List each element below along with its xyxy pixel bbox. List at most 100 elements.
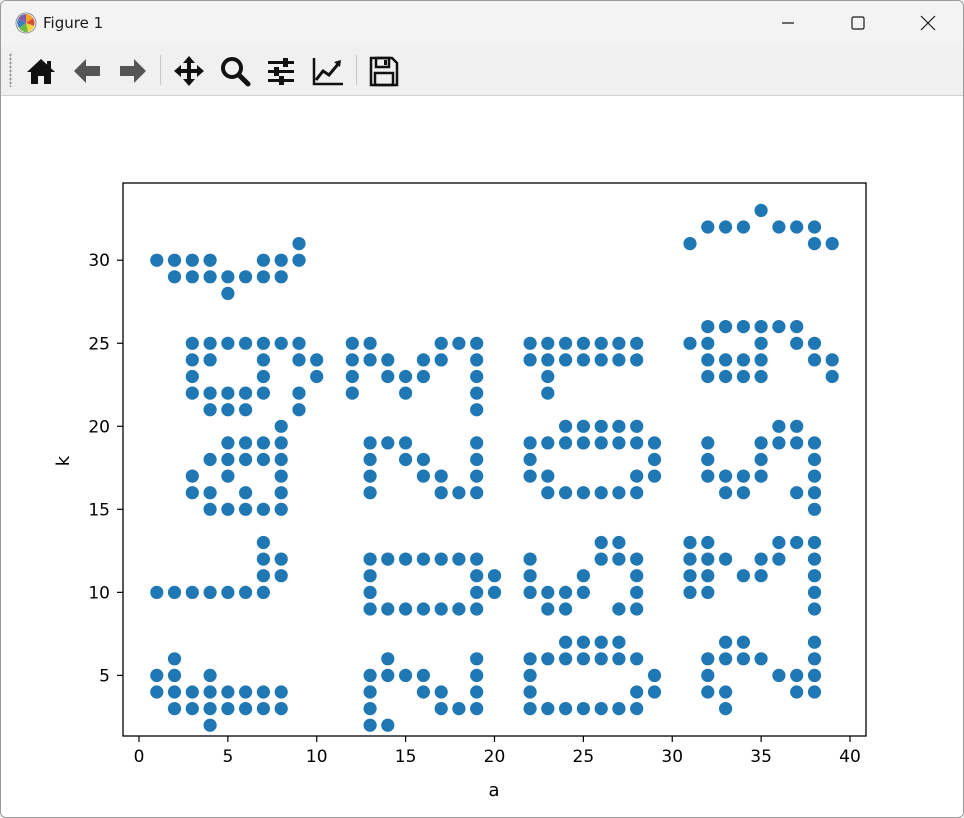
scatter-point bbox=[701, 535, 715, 550]
scatter-point bbox=[807, 469, 822, 483]
scatter-point bbox=[167, 668, 182, 683]
scatter-point bbox=[719, 320, 733, 334]
scatter-point bbox=[736, 353, 751, 367]
scatter-point bbox=[292, 403, 306, 417]
scatter-point bbox=[719, 685, 733, 699]
scatter-point bbox=[576, 585, 591, 599]
scatter-point bbox=[345, 336, 359, 350]
scatter-point bbox=[523, 469, 537, 483]
scatter-point bbox=[630, 602, 644, 616]
scatter-point bbox=[790, 336, 804, 350]
scatter-point bbox=[701, 552, 715, 566]
scatter-point bbox=[754, 452, 768, 467]
scatter-point bbox=[381, 436, 395, 450]
scatter-point bbox=[683, 585, 697, 599]
forward-button[interactable] bbox=[113, 53, 153, 89]
zoom-button[interactable] bbox=[215, 53, 255, 89]
maximize-icon bbox=[851, 16, 865, 30]
scatter-point bbox=[274, 419, 288, 433]
scatter-point bbox=[541, 353, 555, 367]
scatter-point bbox=[807, 353, 822, 367]
scatter-point bbox=[434, 469, 448, 483]
scatter-point bbox=[434, 353, 448, 367]
scatter-point bbox=[185, 585, 199, 599]
maximize-button[interactable] bbox=[823, 1, 893, 45]
scatter-point bbox=[470, 403, 484, 417]
x-tick-label: 10 bbox=[306, 747, 328, 767]
scatter-point bbox=[239, 486, 253, 500]
scatter-point bbox=[630, 336, 644, 350]
scatter-point bbox=[825, 237, 839, 251]
scatter-point bbox=[647, 685, 662, 699]
y-tick-label: 10 bbox=[88, 583, 110, 603]
save-button[interactable] bbox=[363, 53, 403, 89]
scatter-point bbox=[807, 569, 822, 583]
home-button[interactable] bbox=[21, 53, 61, 89]
toolbar-grip[interactable] bbox=[9, 53, 12, 87]
pan-button[interactable] bbox=[169, 53, 209, 89]
scatter-point bbox=[381, 369, 395, 384]
scatter-point bbox=[470, 602, 484, 616]
edit-axis-button[interactable] bbox=[308, 53, 348, 89]
scatter-point bbox=[754, 336, 768, 350]
scatter-point bbox=[470, 336, 484, 350]
scatter-point bbox=[203, 502, 217, 516]
scatter-point bbox=[576, 635, 591, 649]
scatter-point bbox=[434, 602, 448, 616]
close-button[interactable] bbox=[893, 1, 963, 45]
scatter-point bbox=[470, 452, 484, 467]
scatter-point bbox=[363, 336, 377, 350]
scatter-point bbox=[701, 469, 715, 483]
scatter-point bbox=[612, 652, 626, 666]
scatter-point bbox=[239, 585, 253, 599]
scatter-point bbox=[683, 552, 697, 566]
scatter-point bbox=[363, 452, 377, 467]
scatter-point bbox=[683, 336, 697, 350]
scatter-point bbox=[523, 652, 537, 666]
scatter-point bbox=[719, 552, 733, 566]
scatter-point bbox=[736, 369, 751, 384]
scatter-point bbox=[203, 270, 217, 284]
scatter-point bbox=[772, 419, 786, 433]
minimize-button[interactable] bbox=[753, 1, 823, 45]
scatter-point bbox=[203, 336, 217, 350]
scatter-point bbox=[434, 336, 448, 350]
scatter-point bbox=[630, 685, 644, 699]
scatter-point bbox=[399, 552, 413, 566]
scatter-point bbox=[239, 386, 253, 400]
scatter-point bbox=[256, 253, 270, 267]
scatter-point bbox=[363, 702, 377, 716]
scatter-point bbox=[167, 685, 182, 699]
scatter-point bbox=[256, 502, 270, 516]
scatter-point bbox=[452, 552, 466, 566]
scatter-point bbox=[719, 353, 733, 367]
scatter-point bbox=[576, 569, 591, 583]
scatter-point bbox=[256, 569, 270, 583]
scatter-point bbox=[363, 718, 377, 732]
scatter-point bbox=[470, 369, 484, 384]
scatter-point bbox=[416, 552, 430, 566]
scatter-point bbox=[256, 535, 270, 550]
scatter-point bbox=[185, 386, 199, 400]
scatter-point bbox=[203, 702, 217, 716]
scatter-point bbox=[701, 369, 715, 384]
toolbar-separator bbox=[160, 55, 161, 85]
scatter-point bbox=[434, 685, 448, 699]
scatter-point bbox=[594, 535, 608, 550]
scatter-point bbox=[719, 486, 733, 500]
scatter-point bbox=[399, 668, 413, 683]
scatter-point bbox=[612, 552, 626, 566]
configure-subplots-button[interactable] bbox=[261, 53, 301, 89]
scatter-chart[interactable]: 0 5 10 15 20 25 30 35 40 5 10 15 20 25 30 a k bbox=[1, 96, 963, 817]
scatter-point bbox=[470, 486, 484, 500]
scatter-point bbox=[701, 353, 715, 367]
scatter-point bbox=[221, 502, 235, 516]
scatter-point bbox=[612, 702, 626, 716]
scatter-point bbox=[559, 635, 573, 649]
scatter-point bbox=[203, 403, 217, 417]
scatter-point bbox=[363, 353, 377, 367]
back-button[interactable] bbox=[67, 53, 107, 89]
matplotlib-logo-icon bbox=[15, 12, 37, 34]
scatter-point bbox=[807, 652, 822, 666]
scatter-point bbox=[203, 452, 217, 467]
